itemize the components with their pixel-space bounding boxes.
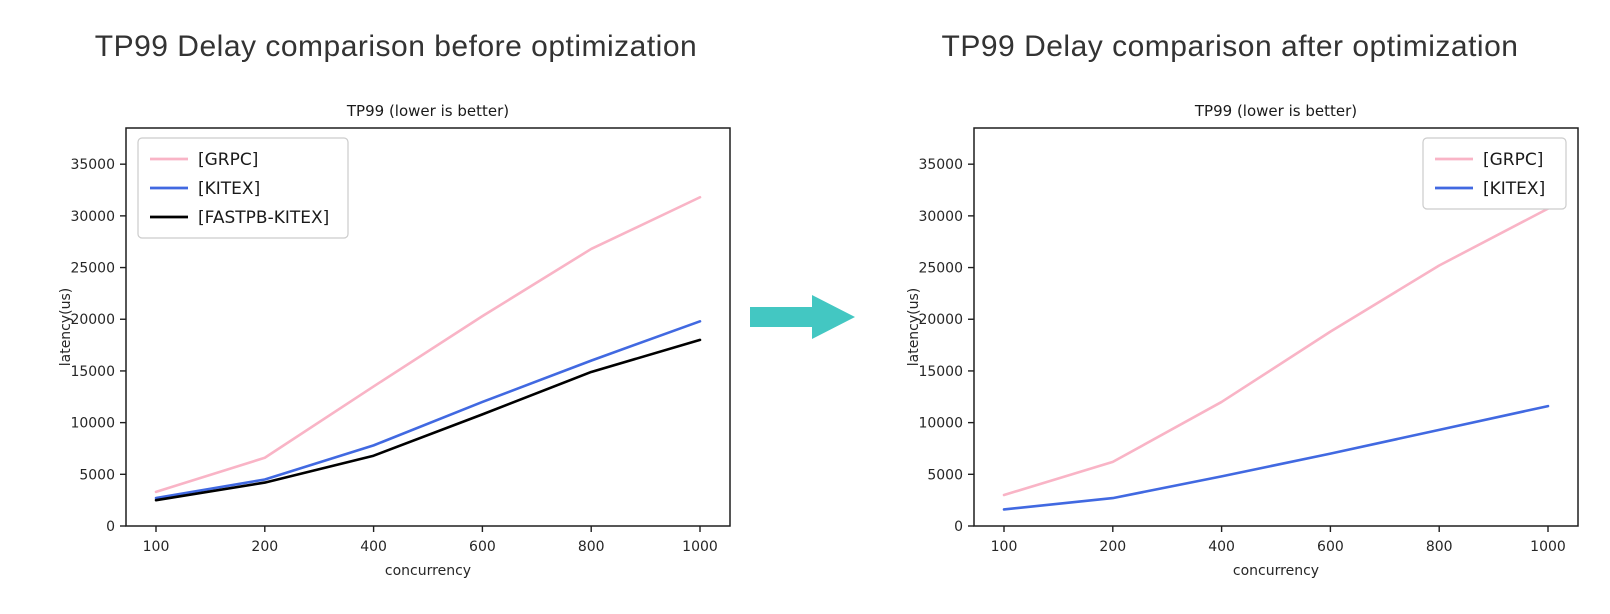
x-axis: 100 200 400 600 800 1000 bbox=[991, 526, 1566, 555]
series-line-kitex bbox=[1002, 404, 1550, 511]
y-tick-label: 35000 bbox=[918, 157, 963, 173]
y-tick-label: 30000 bbox=[918, 209, 963, 225]
y-tick-label: 25000 bbox=[70, 261, 115, 277]
chart-title: TP99 (lower is better) bbox=[1194, 102, 1357, 120]
y-tick-label: 20000 bbox=[70, 312, 115, 328]
y-tick-label: 15000 bbox=[918, 364, 963, 380]
x-tick-label: 800 bbox=[1426, 539, 1453, 555]
legend-label: [FASTPB-KITEX] bbox=[198, 208, 329, 228]
x-tick-label: 200 bbox=[251, 539, 278, 555]
chart-svg: TP99 (lower is better) 0 5000 10000 15000 200… bbox=[58, 102, 731, 579]
series-lines bbox=[154, 195, 702, 502]
legend-label: [GRPC] bbox=[1483, 150, 1543, 170]
legend-label: [KITEX] bbox=[198, 179, 260, 199]
y-axis-label: latency(us) bbox=[58, 288, 74, 367]
legend: [GRPC] [KITEX] [FASTPB-KITEX] bbox=[137, 137, 349, 239]
x-tick-label: 200 bbox=[1099, 539, 1126, 555]
y-axis: 0 5000 10000 15000 20000 25000 30000 35000 bbox=[70, 157, 126, 535]
chart-before: TP99 (lower is better) 0 5000 10000 15000 200… bbox=[54, 96, 744, 586]
legend-label: [GRPC] bbox=[198, 150, 258, 170]
x-tick-label: 400 bbox=[360, 539, 387, 555]
plot-spines bbox=[973, 127, 1579, 527]
series-line-kitex bbox=[154, 320, 702, 500]
y-tick-label: 25000 bbox=[918, 261, 963, 277]
x-axis-label: concurrency bbox=[1233, 563, 1319, 579]
x-tick-label: 800 bbox=[578, 539, 605, 555]
series-line-fastpb-kitex bbox=[154, 338, 702, 502]
x-axis: 100 200 400 600 800 1000 bbox=[143, 526, 718, 555]
y-tick-label: 35000 bbox=[70, 157, 115, 173]
y-axis: 0 5000 10000 15000 20000 25000 30000 35000 bbox=[918, 157, 974, 535]
y-tick-label: 10000 bbox=[70, 416, 115, 432]
y-tick-label: 15000 bbox=[70, 364, 115, 380]
chart-after: TP99 (lower is better) 0 5000 10000 15000 200… bbox=[902, 96, 1592, 586]
y-tick-label: 0 bbox=[106, 519, 115, 535]
right-arrow-shape bbox=[750, 295, 855, 339]
x-tick-label: 100 bbox=[991, 539, 1018, 555]
figure-title-before: TP99 Delay comparison before optimizatio… bbox=[94, 30, 698, 63]
figure-before-optimization: TP99 Delay comparison before optimizatio… bbox=[22, 0, 770, 614]
legend: [GRPC] [KITEX] bbox=[1422, 137, 1567, 210]
plot-spines bbox=[125, 127, 731, 527]
transition-arrow-icon bbox=[750, 294, 856, 340]
series-line-grpc bbox=[1002, 207, 1550, 497]
chart-svg: TP99 (lower is better) 0 5000 10000 15000 200… bbox=[906, 102, 1579, 579]
x-axis-label: concurrency bbox=[385, 563, 471, 579]
y-tick-label: 10000 bbox=[918, 416, 963, 432]
x-tick-label: 400 bbox=[1208, 539, 1235, 555]
series-line-grpc bbox=[154, 195, 702, 494]
figure-title-after: TP99 Delay comparison after optimization bbox=[941, 30, 1519, 63]
right-arrow-polygon bbox=[750, 295, 855, 339]
legend-box bbox=[1422, 137, 1567, 210]
y-tick-label: 0 bbox=[954, 519, 963, 535]
y-tick-label: 30000 bbox=[70, 209, 115, 225]
figure-after-optimization: TP99 Delay comparison after optimization… bbox=[868, 0, 1592, 614]
series-lines bbox=[1002, 207, 1550, 511]
x-tick-label: 600 bbox=[1317, 539, 1344, 555]
y-tick-label: 5000 bbox=[927, 467, 963, 483]
legend-label: [KITEX] bbox=[1483, 179, 1545, 199]
x-tick-label: 600 bbox=[469, 539, 496, 555]
x-tick-label: 1000 bbox=[1530, 539, 1566, 555]
legend-box bbox=[137, 137, 349, 239]
y-axis-label: latency(us) bbox=[906, 288, 922, 367]
x-tick-label: 100 bbox=[143, 539, 170, 555]
y-tick-label: 20000 bbox=[918, 312, 963, 328]
chart-title: TP99 (lower is better) bbox=[346, 102, 509, 120]
x-tick-label: 1000 bbox=[682, 539, 718, 555]
y-tick-label: 5000 bbox=[79, 467, 115, 483]
